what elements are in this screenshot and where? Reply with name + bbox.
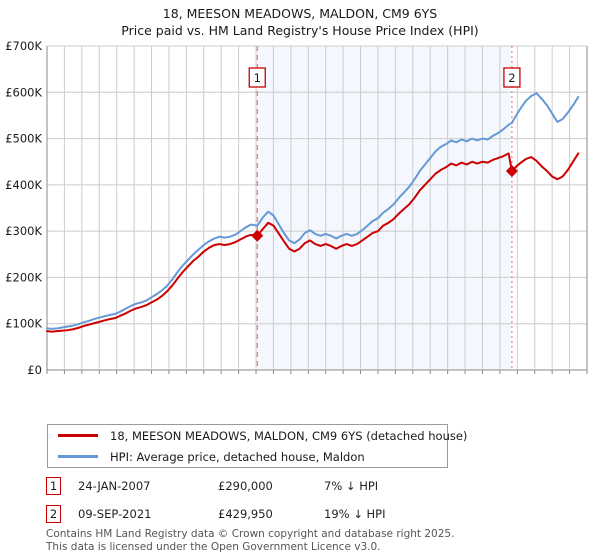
highlight-band <box>257 46 511 370</box>
transaction-date: 09-SEP-2021 <box>78 507 152 521</box>
y-axis-tick-label: £500K <box>5 132 42 146</box>
legend-label-hpi: HPI: Average price, detached house, Mald… <box>110 449 365 464</box>
price-hpi-line-chart: £0£100K£200K£300K£400K£500K£600K£700K199… <box>5 39 588 377</box>
annotation-badge-box[interactable] <box>248 67 266 88</box>
transaction-row[interactable]: 1 24-JAN-2007 £290,000 7% ↓ HPI <box>46 475 466 497</box>
y-axis-tick-label: £0 <box>27 363 42 377</box>
y-axis-tick-label: £700K <box>5 39 42 53</box>
transaction-row[interactable]: 2 09-SEP-2021 £429,950 19% ↓ HPI <box>46 503 466 525</box>
footer-line-1: Contains HM Land Registry data © Crown c… <box>46 528 455 540</box>
chart-legend: 18, MEESON MEADOWS, MALDON, CM9 6YS (det… <box>47 424 467 468</box>
footer-attribution: Contains HM Land Registry data © Crown c… <box>46 528 586 553</box>
transaction-hpi-delta: 19% ↓ HPI <box>324 507 386 521</box>
page-title: 18, MEESON MEADOWS, MALDON, CM9 6YS Pric… <box>0 0 600 39</box>
series-line-property <box>46 152 580 333</box>
chart-area: £0£100K£200K£300K£400K£500K£600K£700K199… <box>0 38 600 378</box>
series-line-hpi <box>46 92 580 330</box>
transaction-badge: 1 <box>46 477 61 495</box>
footer-line-2: This data is licensed under the Open Gov… <box>46 540 381 553</box>
transaction-badge: 2 <box>46 505 61 523</box>
legend-item-property: 18, MEESON MEADOWS, MALDON, CM9 6YS (det… <box>48 425 467 446</box>
y-axis-tick-label: £400K <box>5 178 42 192</box>
transaction-date: 24-JAN-2007 <box>78 479 151 493</box>
legend-swatch-property <box>58 434 98 437</box>
y-axis-tick-label: £100K <box>5 317 42 331</box>
y-axis-tick-label: £200K <box>5 270 42 284</box>
chart-title: 18, MEESON MEADOWS, MALDON, CM9 6YS <box>162 6 438 21</box>
annotation-badge-box[interactable] <box>503 67 521 88</box>
transaction-price: £429,950 <box>218 507 273 521</box>
annotation-marker-diamond[interactable] <box>251 229 264 242</box>
legend-swatch-hpi <box>58 455 98 458</box>
transaction-hpi-delta: 7% ↓ HPI <box>324 479 379 493</box>
annotation-badge-label: 2 <box>508 71 515 85</box>
annotation-badge-label: 1 <box>254 71 261 85</box>
y-axis-tick-label: £600K <box>5 85 42 99</box>
legend-item-hpi: HPI: Average price, detached house, Mald… <box>48 446 447 467</box>
legend-label-property: 18, MEESON MEADOWS, MALDON, CM9 6YS (det… <box>110 428 468 443</box>
y-axis-tick-label: £300K <box>5 224 42 238</box>
chart-subtitle: Price paid vs. HM Land Registry's House … <box>121 23 479 38</box>
annotation-marker-diamond[interactable] <box>505 164 518 177</box>
transaction-price: £290,000 <box>218 479 273 493</box>
